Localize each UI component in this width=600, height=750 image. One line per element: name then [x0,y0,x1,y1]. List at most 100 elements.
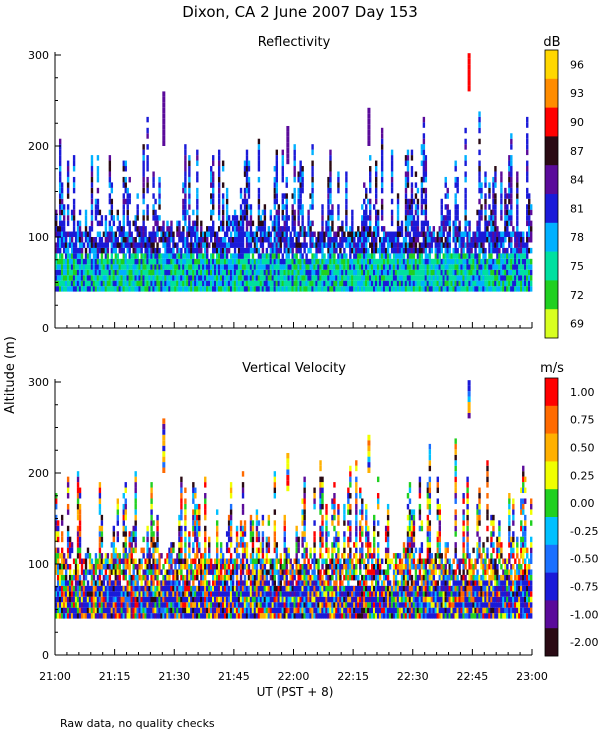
data-cell [508,187,511,194]
data-cell [180,542,183,548]
data-cell [219,237,223,243]
data-cell [146,160,149,167]
data-cell [178,564,181,570]
data-cell [66,160,70,167]
data-cell [315,286,318,292]
data-cell [530,231,533,237]
data-cell [162,102,166,108]
data-cell [249,585,253,592]
data-cell [438,275,441,281]
data-cell [66,536,70,543]
data-cell [283,286,286,292]
data-cell [128,269,131,276]
data-cell [164,231,167,237]
data-cell [142,602,145,608]
data-cell [510,193,513,199]
data-cell [214,580,217,586]
data-cell [502,269,505,276]
data-cell [233,237,237,243]
data-cell [112,613,116,619]
data-cell [257,286,261,292]
data-cell [349,231,352,237]
data-cell [229,286,233,292]
data-cell [450,286,453,292]
data-cell [126,564,129,570]
data-cell [184,264,187,270]
data-cell [194,220,197,227]
data-cell [408,220,412,227]
data-cell [406,155,410,161]
data-cell [118,231,121,237]
data-cell [243,215,247,221]
data-cell [243,275,247,281]
data-cell [283,220,286,227]
data-cell [506,209,509,216]
data-cell [74,607,78,614]
data-cell [367,264,370,270]
data-cell [327,253,330,259]
data-cell [311,176,314,183]
data-cell [140,558,143,564]
data-cell [297,242,300,248]
data-cell [176,596,179,603]
data-cell [66,275,70,281]
data-cell [162,242,165,248]
data-cell [380,280,384,287]
data-cell [142,275,145,281]
data-cell [526,149,529,156]
data-cell [323,275,326,281]
data-cell [176,264,179,270]
data-cell [152,613,155,619]
data-cell [472,264,475,270]
data-cell [321,231,324,237]
data-cell [142,591,145,597]
data-cell [283,269,286,276]
data-cell [410,258,414,265]
data-cell [468,264,471,270]
data-cell [196,187,199,194]
data-cell [122,509,125,515]
data-cell [106,264,110,270]
data-cell [380,133,384,139]
data-cell [204,247,207,254]
data-cell [530,220,533,227]
colorbar-label: 72 [570,289,584,302]
data-cell [241,564,245,570]
data-cell [114,602,118,608]
data-cell [243,269,247,276]
data-cell [221,580,225,586]
data-cell [76,525,80,532]
data-cell [287,253,290,259]
data-cell [426,269,430,276]
data-cell [118,613,121,619]
data-cell [414,204,418,210]
data-cell [410,171,414,177]
data-cell [283,237,286,243]
data-cell [305,286,308,292]
data-cell [235,585,239,592]
data-cell [233,253,237,259]
data-cell [249,602,253,608]
data-cell [319,247,322,254]
data-cell [56,264,60,270]
data-cell [365,275,368,281]
data-cell [184,160,187,167]
data-cell [341,242,344,248]
data-cell [229,220,233,227]
data-cell [60,231,64,237]
data-cell [154,209,157,216]
data-cell [345,220,348,227]
data-cell [132,275,135,281]
data-cell [233,247,237,254]
data-cell [285,275,288,281]
data-cell [188,547,191,554]
data-cell [200,602,203,608]
data-cell [289,258,292,265]
data-cell [76,476,80,483]
data-cell [138,264,141,270]
data-cell [198,542,201,548]
data-cell [172,569,175,575]
data-cell [55,607,58,614]
data-cell [223,253,227,259]
data-cell [331,226,334,232]
